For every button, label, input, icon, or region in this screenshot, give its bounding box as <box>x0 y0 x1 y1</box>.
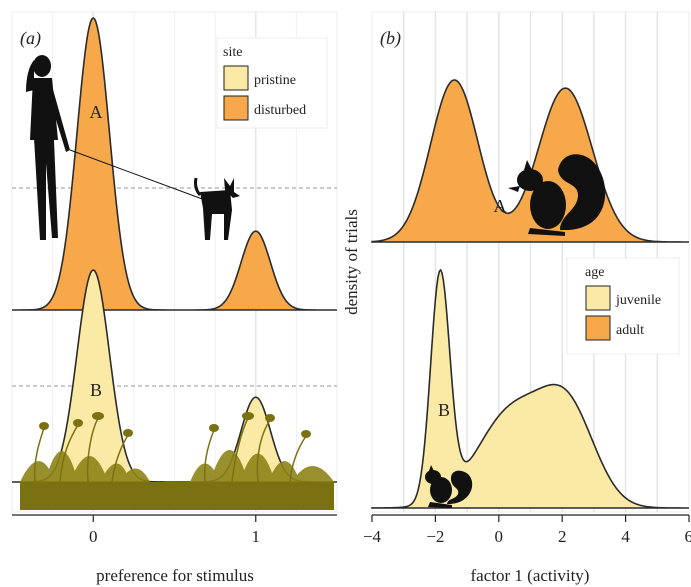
small-squirrel-icon <box>425 465 473 508</box>
ridge-label-B: B <box>438 400 450 420</box>
panel-b-x-axis: −4 −2 0 2 4 6 <box>363 514 691 546</box>
x-tick-label: 6 <box>685 527 691 546</box>
x-tick-label: 4 <box>621 527 630 546</box>
ridge-label-B: B <box>90 380 102 400</box>
panel-a-label: (a) <box>20 28 41 49</box>
x-tick-label: −4 <box>363 527 382 546</box>
ridge-B-juvenile <box>371 268 690 509</box>
panel-b-ridge-labels: AB <box>438 196 507 420</box>
panel-b-label: (b) <box>380 28 401 49</box>
panel-a-ridge-labels: AB <box>90 102 103 400</box>
legend-label-juvenile: juvenile <box>615 293 661 308</box>
panel-a-legend: site pristine disturbed <box>216 37 328 129</box>
person-walking-dog-icon <box>26 55 240 240</box>
legend-swatch-pristine <box>223 65 249 91</box>
legend-swatch-juvenile <box>585 285 611 311</box>
panel-b-legend-title: age <box>585 265 604 280</box>
x-tick-label: 0 <box>495 527 504 546</box>
x-tick-label: 0 <box>89 527 98 546</box>
x-tick-label: −2 <box>426 527 444 546</box>
x-tick-label: 2 <box>558 527 567 546</box>
grass-silhouette-icon <box>20 412 334 510</box>
legend-swatch-disturbed <box>223 95 249 121</box>
ridge-label-A: A <box>494 196 507 216</box>
legend-swatch-adult <box>585 315 611 341</box>
panel-b-y-axis-title: density of trials <box>342 209 361 315</box>
ridge-label-A: A <box>90 102 103 122</box>
panel-a-legend-title: site <box>223 45 242 60</box>
large-squirrel-icon <box>508 154 606 236</box>
panel-a-x-axis-title: preference for stimulus <box>96 566 254 585</box>
panel-b-x-axis-title: factor 1 (activity) <box>471 566 590 585</box>
panel-b: AB (b) age juvenile adult density of tri… <box>342 11 691 585</box>
x-tick-label: 1 <box>252 527 261 546</box>
legend-label-adult: adult <box>616 323 644 338</box>
legend-label-disturbed: disturbed <box>254 103 306 118</box>
ridge-A-disturbed <box>12 17 337 311</box>
panel-b-legend: age juvenile adult <box>566 257 680 355</box>
legend-label-pristine: pristine <box>254 73 296 88</box>
